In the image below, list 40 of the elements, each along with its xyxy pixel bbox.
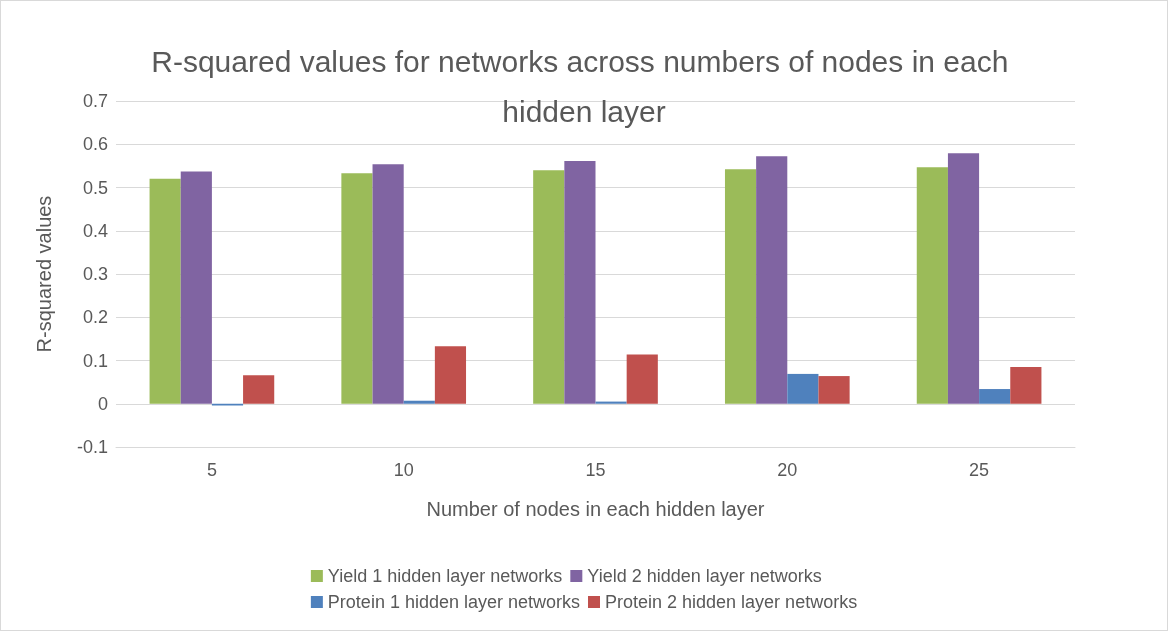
bar	[149, 178, 181, 404]
bar	[818, 376, 850, 404]
x-axis-title: Number of nodes in each hidden layer	[426, 498, 765, 520]
y-tick-label: 0	[97, 393, 108, 414]
bar	[947, 153, 980, 404]
x-tick-label: 10	[393, 460, 414, 480]
legend-label: Yield 2 hidden layer networks	[587, 566, 822, 586]
y-axis-title: R-squared values	[33, 195, 55, 353]
y-tick-label: -0.1	[76, 437, 108, 457]
legend-label: Yield 1 hidden layer networks	[327, 566, 563, 586]
y-tick-label: 0.2	[82, 307, 108, 328]
bar	[595, 401, 627, 404]
y-tick-label: 0.1	[82, 350, 108, 371]
bar	[724, 169, 757, 404]
bar	[403, 400, 435, 404]
bar	[916, 167, 948, 404]
bar	[564, 161, 596, 404]
legend-label: Protein 2 hidden layer networks	[605, 592, 858, 612]
y-tick-label: 0.7	[82, 91, 108, 111]
y-tick-label: 0.6	[82, 134, 108, 155]
chart-title: R-squared values for networks across numbers of nodes in each hidden layer	[151, 44, 1017, 128]
x-tick-label: 15	[585, 460, 606, 480]
bar	[341, 173, 373, 404]
legend-label: Protein 1 hidden layer networks	[327, 592, 580, 612]
bar	[372, 164, 404, 404]
bar	[243, 375, 275, 404]
bar	[756, 156, 788, 404]
bar	[434, 346, 467, 404]
y-tick-label: 0.4	[82, 220, 108, 241]
x-tick-label: 5	[206, 460, 217, 480]
bar	[1010, 366, 1042, 404]
y-tick-label: 0.5	[82, 177, 108, 198]
y-tick-label: 0.3	[82, 264, 108, 284]
bar	[626, 354, 658, 404]
bar	[533, 170, 565, 404]
bar	[787, 373, 819, 404]
x-tick-label: 20	[777, 460, 798, 480]
bar	[979, 389, 1011, 404]
x-tick-label: 25	[969, 460, 990, 480]
bar	[180, 171, 212, 404]
